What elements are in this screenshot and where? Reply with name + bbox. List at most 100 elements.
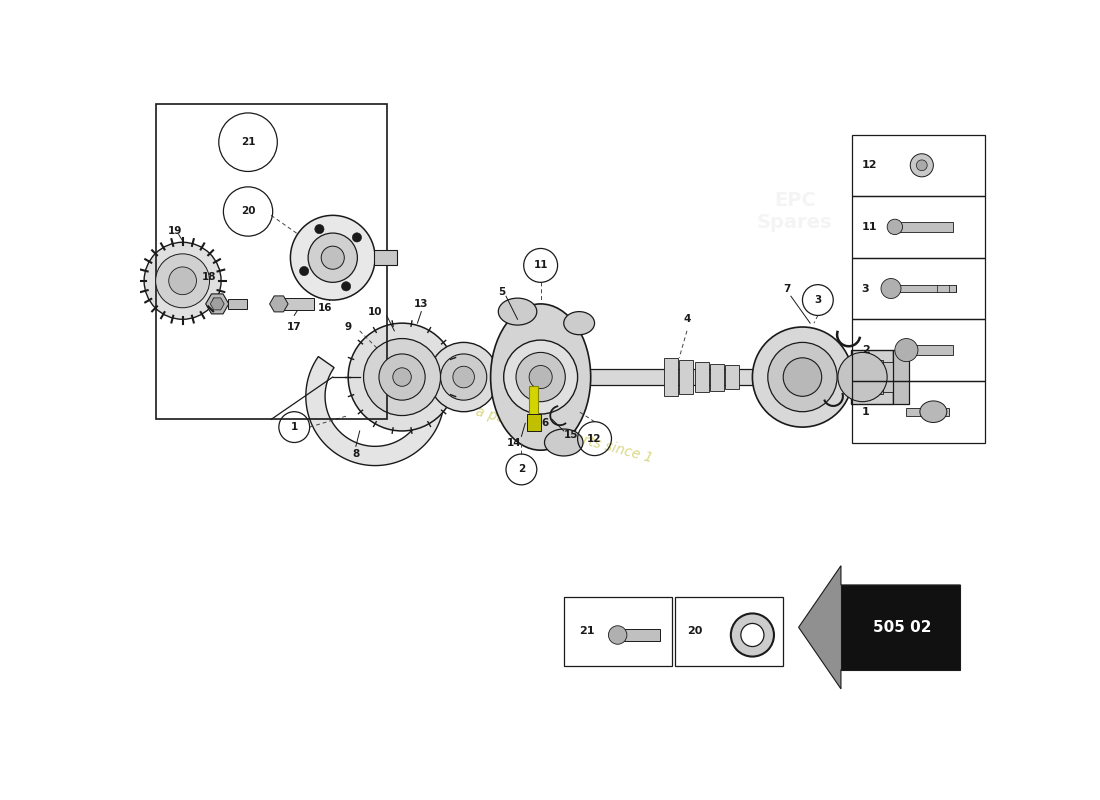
Text: 18: 18 (202, 272, 217, 282)
Text: 10: 10 (367, 306, 383, 317)
Bar (618, 629, 660, 641)
Circle shape (881, 278, 901, 298)
Text: 12: 12 (861, 160, 877, 170)
Ellipse shape (491, 304, 591, 450)
Polygon shape (210, 298, 224, 310)
Text: 21: 21 (579, 626, 595, 636)
Circle shape (393, 368, 411, 386)
Text: 21: 21 (241, 137, 255, 147)
Ellipse shape (544, 429, 583, 456)
Circle shape (895, 338, 917, 362)
Circle shape (741, 623, 763, 646)
Ellipse shape (498, 298, 537, 325)
Text: 11: 11 (861, 222, 877, 232)
Bar (851, 350, 893, 404)
Circle shape (440, 354, 486, 400)
Circle shape (290, 215, 375, 300)
Circle shape (783, 358, 822, 396)
Text: 13: 13 (414, 299, 429, 309)
Bar (726, 366, 739, 389)
Text: EPC
Spares: EPC Spares (757, 191, 833, 232)
Text: 12: 12 (587, 434, 602, 444)
Polygon shape (306, 357, 444, 466)
Circle shape (321, 246, 344, 270)
Bar (852, 356, 861, 398)
Circle shape (608, 626, 627, 644)
Text: 20: 20 (241, 206, 255, 217)
Text: 3: 3 (814, 295, 822, 305)
Text: 17: 17 (287, 322, 301, 332)
Text: 15: 15 (564, 430, 579, 440)
Bar (893, 350, 909, 404)
Text: 11: 11 (534, 261, 548, 270)
Circle shape (453, 366, 474, 388)
Text: a passion for parts since 1: a passion for parts since 1 (474, 404, 653, 466)
Circle shape (911, 154, 933, 177)
Bar (852, 381, 984, 442)
Circle shape (378, 354, 425, 400)
Text: 3: 3 (861, 283, 869, 294)
Bar (228, 299, 248, 309)
Circle shape (363, 338, 440, 415)
Bar (840, 585, 960, 670)
Circle shape (144, 242, 221, 319)
Ellipse shape (563, 311, 594, 334)
Text: 9: 9 (344, 322, 352, 332)
Circle shape (916, 160, 927, 170)
Text: 19: 19 (167, 226, 183, 236)
Bar (874, 360, 883, 394)
Bar (852, 134, 984, 196)
Bar (891, 222, 953, 231)
Circle shape (516, 353, 565, 402)
Polygon shape (799, 566, 960, 689)
Circle shape (768, 342, 837, 412)
Text: 5: 5 (498, 287, 506, 298)
Text: 1: 1 (290, 422, 298, 432)
Text: 4: 4 (683, 314, 691, 324)
Bar (156, 104, 387, 419)
Text: 20: 20 (686, 626, 702, 636)
Text: 505 02: 505 02 (873, 620, 932, 635)
Circle shape (752, 327, 852, 427)
Text: 7: 7 (783, 283, 791, 294)
Bar (852, 196, 984, 258)
Text: 2: 2 (861, 345, 869, 355)
Bar (906, 408, 948, 415)
Circle shape (429, 342, 498, 412)
Circle shape (315, 225, 324, 234)
Polygon shape (270, 296, 288, 312)
Bar (711, 363, 724, 390)
Circle shape (504, 340, 578, 414)
Circle shape (730, 614, 774, 657)
Circle shape (308, 233, 358, 282)
Bar (529, 386, 538, 415)
Bar (695, 362, 708, 393)
Circle shape (341, 282, 351, 291)
Polygon shape (206, 294, 229, 314)
Text: 1: 1 (861, 406, 869, 417)
Circle shape (838, 353, 887, 402)
Bar (680, 360, 693, 394)
Bar (425, 370, 817, 385)
Bar (883, 362, 892, 393)
Bar (852, 319, 984, 381)
Bar (527, 414, 541, 431)
Circle shape (887, 219, 902, 234)
Circle shape (168, 267, 197, 294)
Circle shape (156, 254, 209, 308)
Circle shape (352, 233, 362, 242)
Bar (563, 597, 671, 666)
Text: 2: 2 (518, 465, 525, 474)
Bar (865, 358, 873, 396)
Text: 8: 8 (352, 449, 360, 459)
Circle shape (529, 366, 552, 389)
Bar (374, 250, 397, 266)
Bar (675, 597, 783, 666)
Bar (852, 258, 984, 319)
Circle shape (348, 323, 455, 431)
Bar (902, 345, 953, 355)
Bar (887, 285, 956, 292)
Bar (279, 298, 313, 310)
Text: 6: 6 (541, 418, 548, 428)
Bar (663, 358, 678, 396)
